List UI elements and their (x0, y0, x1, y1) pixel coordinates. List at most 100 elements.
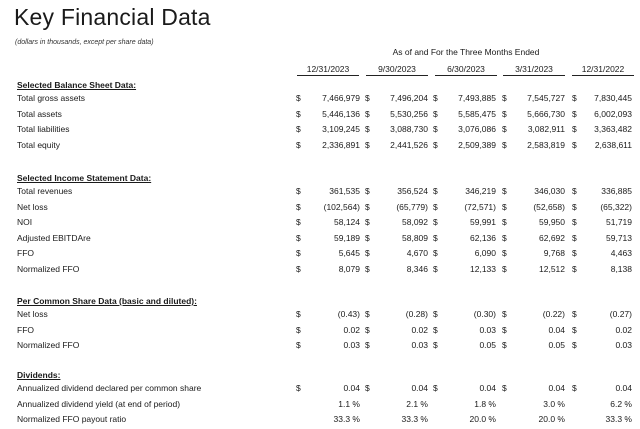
currency-symbol: $ (433, 201, 438, 212)
currency-symbol: $ (572, 124, 577, 134)
table-cell: 0.03 (479, 324, 496, 335)
table-cell: 0.03 (615, 340, 632, 350)
table-cell: 20.0 % (469, 414, 496, 424)
period-header: As of and For the Three Months Ended (392, 47, 540, 57)
table-cell: 2,583,819 (527, 139, 565, 150)
table-cell: 62,136 (470, 232, 496, 243)
table-cell: 58,092 (402, 217, 428, 227)
currency-symbol: $ (433, 383, 438, 393)
table-cell: 7,545,727 (527, 93, 565, 103)
currency-symbol: $ (433, 248, 438, 258)
table-cell: 59,991 (470, 217, 496, 227)
currency-symbol: $ (572, 217, 577, 227)
section-heading: Dividends: (17, 370, 61, 380)
table-cell: 0.05 (479, 340, 496, 350)
table-cell: 3,363,482 (594, 124, 632, 134)
table-row: Total liabilities $3,109,245 $3,088,730 $3,… (0, 124, 640, 138)
currency-symbol: $ (365, 139, 370, 150)
units-note: (dollars in thousands, except per share … (15, 39, 154, 46)
currency-symbol: $ (433, 108, 438, 119)
table-cell: 1.1 % (338, 398, 360, 409)
table-cell: (72,571) (464, 201, 496, 212)
currency-symbol: $ (296, 263, 301, 274)
table-row: Normalized FFO $0.03 $0.03 $0.05 $0.05 $0.03 (0, 340, 640, 354)
table-cell: 1.8 % (474, 398, 496, 409)
table-cell: 59,189 (334, 232, 360, 243)
table-cell: 0.02 (615, 324, 632, 335)
currency-symbol: $ (572, 93, 577, 103)
table-cell: 7,493,885 (458, 93, 496, 103)
table-cell: 8,138 (610, 263, 632, 274)
currency-symbol: $ (296, 124, 301, 134)
page-title: Key Financial Data (14, 4, 211, 30)
currency-symbol: $ (572, 340, 577, 350)
table-cell: 2,638,611 (594, 139, 632, 150)
currency-symbol: $ (433, 139, 438, 150)
currency-symbol: $ (433, 324, 438, 335)
currency-symbol: $ (433, 124, 438, 134)
table-cell: 59,713 (606, 232, 632, 243)
table-cell: 2,336,891 (322, 139, 360, 150)
row-label: Net loss (17, 309, 48, 319)
table-cell: (52,658) (533, 201, 565, 212)
currency-symbol: $ (502, 186, 507, 196)
table-cell: 2.1 % (406, 398, 428, 409)
currency-symbol: $ (296, 217, 301, 227)
currency-symbol: $ (502, 232, 507, 243)
currency-symbol: $ (433, 232, 438, 243)
table-cell: 7,830,445 (594, 93, 632, 103)
table-cell: 2,441,526 (390, 139, 428, 150)
currency-symbol: $ (502, 309, 507, 319)
table-cell: (0.43) (337, 309, 360, 319)
table-cell: 0.04 (343, 383, 360, 393)
table-row: Total equity $2,336,891 $2,441,526 $2,509,3… (0, 140, 640, 154)
table-row: Total revenues $361,535 $356,524 $346,219 $3… (0, 186, 640, 200)
currency-symbol: $ (433, 340, 438, 350)
currency-symbol: $ (502, 139, 507, 150)
currency-symbol: $ (365, 201, 370, 212)
table-cell: 0.02 (411, 324, 428, 335)
currency-symbol: $ (365, 263, 370, 274)
table-cell: (65,779) (396, 201, 428, 212)
table-cell: 6,090 (474, 248, 496, 258)
currency-symbol: $ (502, 108, 507, 119)
currency-symbol: $ (502, 248, 507, 258)
row-label: Total assets (17, 108, 62, 119)
currency-symbol: $ (365, 93, 370, 103)
currency-symbol: $ (365, 340, 370, 350)
currency-symbol: $ (502, 217, 507, 227)
table-cell: 0.04 (479, 383, 496, 393)
column-header-rule (572, 75, 634, 76)
currency-symbol: $ (572, 201, 577, 212)
table-cell: 0.05 (548, 340, 565, 350)
table-cell: 9,768 (543, 248, 565, 258)
currency-symbol: $ (296, 324, 301, 335)
row-label: Total equity (17, 139, 60, 150)
currency-symbol: $ (365, 309, 370, 319)
table-cell: 0.04 (548, 383, 565, 393)
table-cell: 5,530,256 (390, 108, 428, 119)
table-cell: 5,446,136 (322, 108, 360, 119)
row-label: Annualized dividend yield (at end of per… (17, 398, 181, 409)
table-cell: (0.30) (473, 309, 496, 319)
table-cell: 3.0 % (543, 398, 565, 409)
table-cell: 8,346 (406, 263, 428, 274)
row-label: Normalized FFO payout ratio (17, 414, 127, 424)
table-cell: 5,645 (338, 248, 360, 258)
table-row: Adjusted EBITDAre $59,189 $58,809 $62,136 $6… (0, 233, 640, 247)
currency-symbol: $ (296, 309, 301, 319)
table-cell: 336,885 (601, 186, 632, 196)
currency-symbol: $ (502, 324, 507, 335)
table-cell: 0.04 (548, 324, 565, 335)
table-cell: 4,463 (610, 248, 632, 258)
table-cell: 7,466,979 (322, 93, 360, 103)
currency-symbol: $ (296, 340, 301, 350)
currency-symbol: $ (572, 186, 577, 196)
currency-symbol: $ (502, 383, 507, 393)
currency-symbol: $ (365, 217, 370, 227)
column-header-rule (503, 75, 565, 76)
table-cell: 356,524 (397, 186, 428, 196)
table-cell: (0.28) (405, 309, 428, 319)
table-cell: 361,535 (329, 186, 360, 196)
currency-symbol: $ (572, 108, 577, 119)
